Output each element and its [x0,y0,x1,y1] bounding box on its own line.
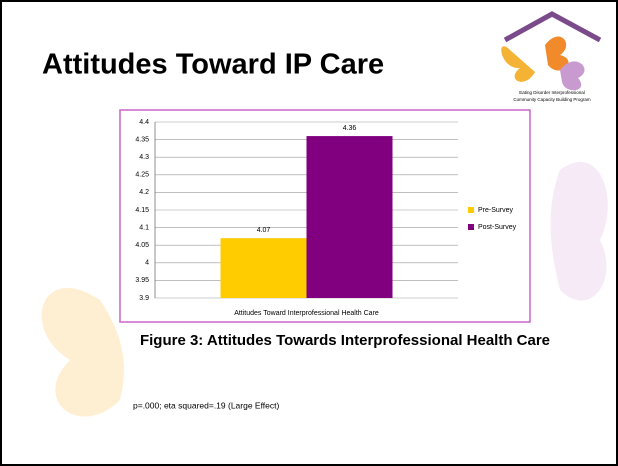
y-tick-label: 4.3 [139,154,149,161]
logo-butterfly-1 [501,46,535,82]
figure-caption: Figure 3: Attitudes Towards Interprofess… [140,332,550,349]
logo-roof [503,11,602,43]
background-butterflies [41,161,608,417]
logo-text: Community Capacity Building Program [513,97,591,102]
y-tick-label: 4.4 [139,119,149,126]
logo-text: Eating Disorder Interprofessional [519,90,585,95]
logo-butterfly-2 [545,36,569,71]
y-tick-label: 3.9 [139,295,149,302]
legend-swatch [468,224,474,230]
y-tick-label: 4.15 [135,207,149,214]
y-tick-label: 4.05 [135,242,149,249]
x-tick-label: Attitudes Toward Interprofessional Healt… [234,310,379,317]
data-label: 4.36 [343,125,357,132]
note: p=.000; eta squared=.19 (Large Effect) [133,400,280,410]
legend-label: Pre-Survey [478,207,514,214]
butterfly-right [550,161,608,301]
legend-label: Post-Survey [478,224,517,231]
logo-butterfly-3 [560,61,585,91]
y-tick-label: 4.1 [139,224,149,231]
bar [220,238,307,298]
chart: 3.9 3.95 4 4.05 4.1 4.15 4.2 4.25 4.3 4.35 4.4 Atti… [135,119,516,317]
slide-title: Attitudes Toward IP Care [42,49,384,81]
y-tick-label: 4.25 [135,172,149,179]
logo: Eating Disorder Interprofessional Commun… [501,11,602,102]
data-label: 4.07 [257,227,271,234]
butterfly-left [41,287,124,417]
y-tick-label: 4 [145,260,149,267]
y-tick-label: 4.35 [135,136,149,143]
bar [306,136,393,298]
legend-swatch [468,207,474,213]
y-tick-label: 3.95 [135,277,149,284]
y-tick-label: 4.2 [139,189,149,196]
